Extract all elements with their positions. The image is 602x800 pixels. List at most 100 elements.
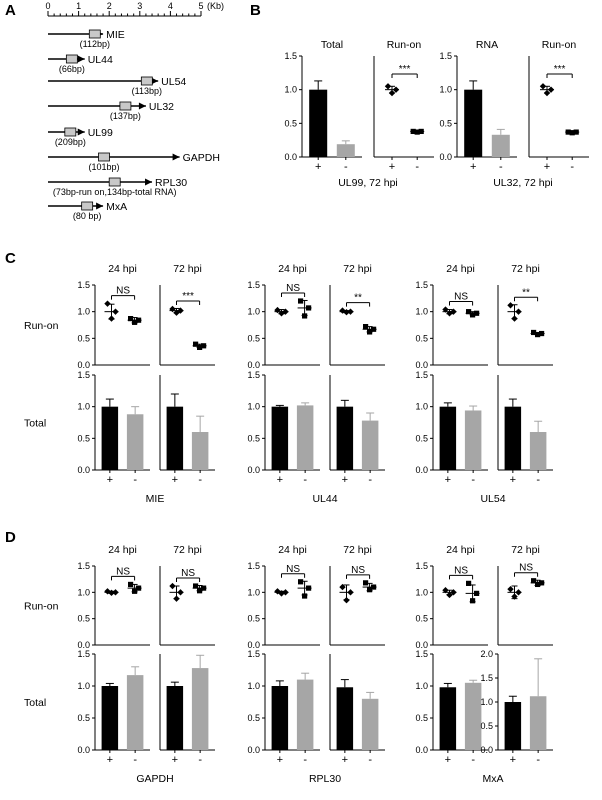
y-tick-label: 0.0 xyxy=(77,465,90,475)
data-point-minus xyxy=(193,583,199,589)
amplicon-size-label: (209bp) xyxy=(55,137,86,147)
y-tick-label: 0.5 xyxy=(77,713,90,723)
data-point-minus xyxy=(531,578,537,584)
y-tick-label: 0.5 xyxy=(77,614,90,624)
timepoint-label: 72 hpi xyxy=(173,263,202,275)
gene-name-label: UL54 xyxy=(161,76,186,88)
x-category-label: + xyxy=(277,754,283,766)
gene-label: UL54 xyxy=(480,493,505,505)
x-category-label: - xyxy=(536,474,540,486)
amplicon-size-label: (66bp) xyxy=(59,64,85,74)
significance-label: NS xyxy=(454,565,468,576)
y-tick-label: 1.5 xyxy=(247,561,260,571)
y-tick-label: 1.5 xyxy=(77,370,90,380)
y-tick-label: 1.0 xyxy=(247,587,260,597)
significance-label: NS xyxy=(116,286,130,297)
row-label-total: Total xyxy=(24,697,46,709)
x-category-label: - xyxy=(570,161,574,173)
x-category-label: - xyxy=(198,754,202,766)
data-point-plus xyxy=(442,587,449,594)
y-tick-label: 1.0 xyxy=(415,681,428,691)
bar-minus xyxy=(464,410,482,470)
y-tick-label: 1.5 xyxy=(415,370,428,380)
y-tick-label: 1.0 xyxy=(415,587,428,597)
x-axis-title: UL32, 72 hpi xyxy=(493,177,553,189)
gene-name-label: UL32 xyxy=(149,101,174,113)
bar-minus xyxy=(191,432,209,470)
bar-plus xyxy=(464,89,483,157)
gene-arrowhead xyxy=(96,202,104,210)
bar-plus xyxy=(504,406,522,470)
data-point-plus xyxy=(169,582,176,590)
y-tick-label: 0.0 xyxy=(415,465,428,475)
x-category-label: - xyxy=(198,474,202,486)
gene-map-panel: 0 1 2 3 4 5 (Kb) MIE(112bp) UL44(66bp) UL54(113bp… xyxy=(45,1,224,221)
y-tick-label: 0.0 xyxy=(247,465,260,475)
y-tick-label: 0.5 xyxy=(415,333,428,343)
bar-minus xyxy=(361,698,379,750)
bar-plus xyxy=(439,406,457,470)
data-point-plus xyxy=(384,83,392,90)
y-tick-label: 0.0 xyxy=(247,640,260,650)
row-label-total: Total xyxy=(24,418,46,430)
x-category-label: + xyxy=(544,161,550,173)
y-tick-label: 0.0 xyxy=(247,745,260,755)
y-tick-label: 1.0 xyxy=(439,85,452,95)
subplot-title: Run-on xyxy=(542,39,577,51)
bar-plus xyxy=(439,687,457,750)
y-tick-label: 1.5 xyxy=(247,370,260,380)
amplicon-box xyxy=(64,127,77,137)
x-category-label: - xyxy=(344,161,348,173)
y-tick-label: 0.0 xyxy=(247,360,260,370)
y-tick-label: 1.5 xyxy=(284,51,297,61)
data-point-plus xyxy=(446,591,453,599)
y-tick-label: 1.0 xyxy=(247,402,260,412)
panel-c-charts: Run-on Total 24 hpi 0.0 0.5 1.0 1.5 NS 0.0 0.5 1.0… xyxy=(24,263,553,505)
data-point-minus xyxy=(298,298,304,304)
bar-plus xyxy=(309,89,328,157)
bar-plus xyxy=(101,686,119,750)
y-tick-label: 0.5 xyxy=(247,433,260,443)
gene-arrowhead xyxy=(77,55,85,63)
y-tick-label: 1.0 xyxy=(480,697,493,707)
amplicon-size-label: (137bp) xyxy=(110,111,141,121)
significance-label: NS xyxy=(286,283,300,294)
data-point-plus xyxy=(339,583,346,591)
x-category-label: - xyxy=(471,754,475,766)
y-tick-label: 0.5 xyxy=(480,721,493,731)
y-tick-label: 0.0 xyxy=(77,745,90,755)
x-category-label: + xyxy=(342,754,348,766)
y-tick-label: 0.0 xyxy=(415,640,428,650)
y-tick-label: 1.5 xyxy=(77,649,90,659)
panel-letter-b: B xyxy=(250,2,261,19)
timepoint-label: 24 hpi xyxy=(108,544,137,556)
bar-plus xyxy=(101,406,119,470)
x-category-label: + xyxy=(315,161,321,173)
data-point-minus xyxy=(298,579,304,585)
bar-plus xyxy=(166,406,184,470)
y-tick-label: 1.5 xyxy=(439,51,452,61)
subplot-title: Total xyxy=(321,39,343,51)
x-category-label: + xyxy=(470,161,476,173)
gene-arrowhead xyxy=(151,77,159,85)
timepoint-label: 72 hpi xyxy=(343,263,372,275)
x-category-label: + xyxy=(510,474,516,486)
significance-label: NS xyxy=(116,566,130,577)
x-category-label: - xyxy=(368,754,372,766)
x-category-label: + xyxy=(342,474,348,486)
x-axis-title: UL99, 72 hpi xyxy=(338,177,398,189)
gene-arrowhead xyxy=(172,153,180,161)
subplot-title: Run-on xyxy=(387,39,422,51)
timepoint-label: 24 hpi xyxy=(278,544,307,556)
y-tick-label: 0.5 xyxy=(247,713,260,723)
y-tick-label: 2.0 xyxy=(480,649,493,659)
y-tick-label: 1.5 xyxy=(415,561,428,571)
y-tick-label: 0.0 xyxy=(284,152,297,162)
bar-minus xyxy=(491,134,510,157)
x-category-label: - xyxy=(499,161,503,173)
timepoint-label: 24 hpi xyxy=(446,263,475,275)
data-point-plus xyxy=(539,83,547,90)
significance-label: *** xyxy=(399,64,411,75)
bar-minus xyxy=(336,144,355,157)
